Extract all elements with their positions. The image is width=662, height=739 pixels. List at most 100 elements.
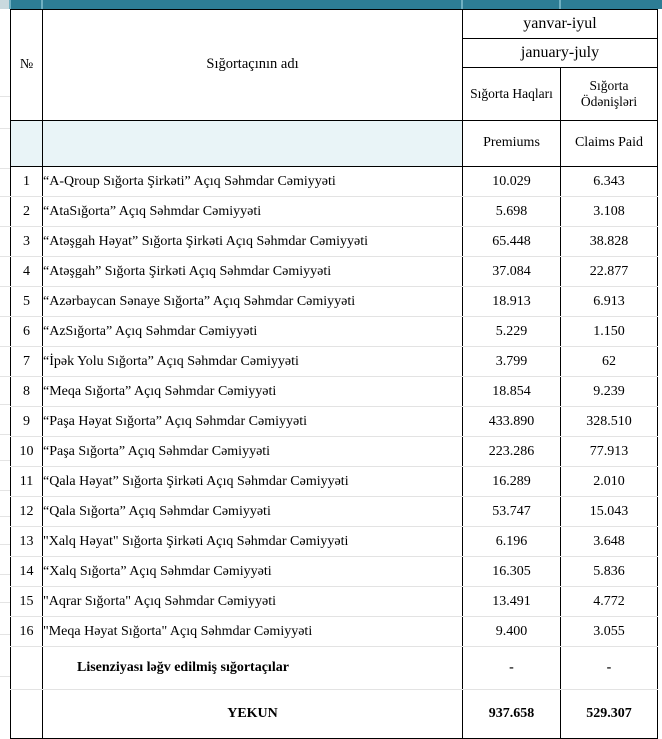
column-header-no: № [10,9,43,121]
row-number-cell: 16 [10,616,43,647]
table-row: 14 “Xalq Sığorta” Açıq Səhmdar Cəmiyyəti 1… [10,556,658,587]
row-number-cell: 2 [10,196,43,227]
table-row: 11 “Qala Həyat” Sığorta Şirkəti Açıq Səhm… [10,466,658,497]
table-row: 16 "Meqa Həyat Sığorta" Açıq Səhmdar Cəmi… [10,616,658,647]
row-premiums-cell: 53.747 [462,496,561,527]
row-number-cell: 8 [10,376,43,407]
column-header-name: Sığortaçının adı [42,9,463,121]
column-header-period-en: january-july [462,38,658,68]
topbar-seam-3 [559,0,561,9]
table-row: 13 "Xalq Həyat" Sığorta Şirkəti Açıq Səhm… [10,526,658,557]
row-number-cell: 6 [10,316,43,347]
table-row: 12 “Qala Sığorta” Açıq Səhmdar Cəmiyyəti 5… [10,496,658,527]
row-name-cell: “Atəşgah” Sığorta Şirkəti Açıq Səhmdar C… [42,256,463,287]
topbar-seam-1 [41,0,43,9]
row-name-cell: “Meqa Sığorta” Açıq Səhmdar Cəmiyyəti [42,376,463,407]
row-premiums-cell: 5.698 [462,196,561,227]
table-row: 1 “A-Qroup Sığorta Şirkəti” Açıq Səhmdar … [10,166,658,197]
row-name-cell: “Paşa Həyat Sığorta” Açıq Səhmdar Cəmiyy… [42,406,463,437]
row-claims-cell: 6.913 [560,286,658,317]
row-premiums-cell: 18.854 [462,376,561,407]
row-claims-cell: 5.836 [560,556,658,587]
row-number-cell [10,689,43,739]
header-row-metrics-az: Sığorta Haqları Sığorta Ödənişləri [11,67,658,121]
row-premiums-cell: 3.799 [462,346,561,377]
column-header-premiums-en: Premiums [462,120,561,167]
row-name-cell: “AzSığorta” Açıq Səhmdar Cəmiyyəti [42,316,463,347]
row-premiums-cell: - [462,646,561,690]
row-claims-cell: 77.913 [560,436,658,467]
row-premiums-cell: 5.229 [462,316,561,347]
row-claims-cell: 6.343 [560,166,658,197]
topbar-seam-2 [461,0,463,9]
row-number-cell: 5 [10,286,43,317]
column-header-claims-az: Sığorta Ödənişləri [560,67,658,121]
topbar-seam-0 [9,0,11,9]
table-row: YEKUN 937.658 529.307 [10,689,658,739]
row-number-cell: 4 [10,256,43,287]
header-row-metrics-en: Premiums Claims Paid [10,120,658,167]
table-row: 3 “Atəşgah Həyat” Sığorta Şirkəti Açıq Sə… [10,226,658,257]
row-claims-cell: 9.239 [560,376,658,407]
row-premiums-cell: 13.491 [462,586,561,617]
row-premiums-cell: 433.890 [462,406,561,437]
row-claims-cell: - [560,646,658,690]
header-row-period: № Sığortaçının adı yanvar-iyul [10,9,658,121]
table-row: 9 “Paşa Həyat Sığorta” Açıq Səhmdar Cəmiy… [10,406,658,437]
row-premiums-cell: 18.913 [462,286,561,317]
header-row-period-en: january-july [11,38,658,68]
row-premiums-cell: 6.196 [462,526,561,557]
row-number-cell: 13 [10,526,43,557]
row-claims-cell: 2.010 [560,466,658,497]
table-row: 15 "Aqrar Sığorta" Açıq Səhmdar Cəmiyyəti… [10,586,658,617]
table-row: 10 “Paşa Sığorta” Açıq Səhmdar Cəmiyyəti 2… [10,436,658,467]
row-number-cell: 3 [10,226,43,257]
table-body: 1 “A-Qroup Sığorta Şirkəti” Açıq Səhmdar … [10,166,658,739]
column-header-name-blank [42,120,463,167]
row-number-cell: 15 [10,586,43,617]
column-header-period-az: yanvar-iyul [462,9,658,39]
row-premiums-cell: 37.084 [462,256,561,287]
table-row: 2 “AtaSığorta” Açıq Səhmdar Cəmiyyəti 5.69… [10,196,658,227]
table-row: 4 “Atəşgah” Sığorta Şirkəti Açıq Səhmdar … [10,256,658,287]
row-name-cell: “İpək Yolu Sığorta” Açıq Səhmdar Cəmiyyə… [42,346,463,377]
row-name-cell: “Qala Sığorta” Açıq Səhmdar Cəmiyyəti [42,496,463,527]
accent-topbar [0,0,662,9]
row-claims-cell: 22.877 [560,256,658,287]
column-header-no-blank [10,120,43,167]
row-number-cell: 9 [10,406,43,437]
topbar-left-edge [0,0,9,9]
table-row: Lisenziyası ləğv edilmiş sığortaçılar - - [10,646,658,690]
column-header-premiums-az: Sığorta Haqları [462,67,561,121]
table-row: 5 “Azərbaycan Sənaye Sığorta” Açıq Səhmda… [10,286,658,317]
row-name-cell: “Atəşgah Həyat” Sığorta Şirkəti Açıq Səh… [42,226,463,257]
row-number-cell: 11 [10,466,43,497]
row-name-cell: “Xalq Sığorta” Açıq Səhmdar Cəmiyyəti [42,556,463,587]
row-premiums-cell: 65.448 [462,226,561,257]
row-number-cell: 7 [10,346,43,377]
table-header: № Sığortaçının adı yanvar-iyul january-j… [10,9,658,167]
row-name-cell: "Meqa Həyat Sığorta" Açıq Səhmdar Cəmiyy… [42,616,463,647]
row-name-cell: YEKUN [42,689,463,739]
row-claims-cell: 3.055 [560,616,658,647]
row-premiums-cell: 9.400 [462,616,561,647]
row-name-cell: “Azərbaycan Sənaye Sığorta” Açıq Səhmdar… [42,286,463,317]
table-row: 8 “Meqa Sığorta” Açıq Səhmdar Cəmiyyəti 18… [10,376,658,407]
row-claims-cell: 38.828 [560,226,658,257]
row-premiums-cell: 937.658 [462,689,561,739]
row-name-cell: "Aqrar Sığorta" Açıq Səhmdar Cəmiyyəti [42,586,463,617]
row-number-cell: 10 [10,436,43,467]
row-premiums-cell: 10.029 [462,166,561,197]
row-claims-cell: 4.772 [560,586,658,617]
row-number-cell: 1 [10,166,43,197]
row-name-cell: Lisenziyası ləğv edilmiş sığortaçılar [42,646,463,690]
row-claims-cell: 328.510 [560,406,658,437]
row-name-cell: “AtaSığorta” Açıq Səhmdar Cəmiyyəti [42,196,463,227]
row-name-cell: "Xalq Həyat" Sığorta Şirkəti Açıq Səhmda… [42,526,463,557]
row-number-cell [10,646,43,690]
row-claims-cell: 529.307 [560,689,658,739]
row-claims-cell: 3.648 [560,526,658,557]
row-name-cell: “Qala Həyat” Sığorta Şirkəti Açıq Səhmda… [42,466,463,497]
page-gutter-left [0,0,10,732]
table-row: 7 “İpək Yolu Sığorta” Açıq Səhmdar Cəmiyy… [10,346,658,377]
